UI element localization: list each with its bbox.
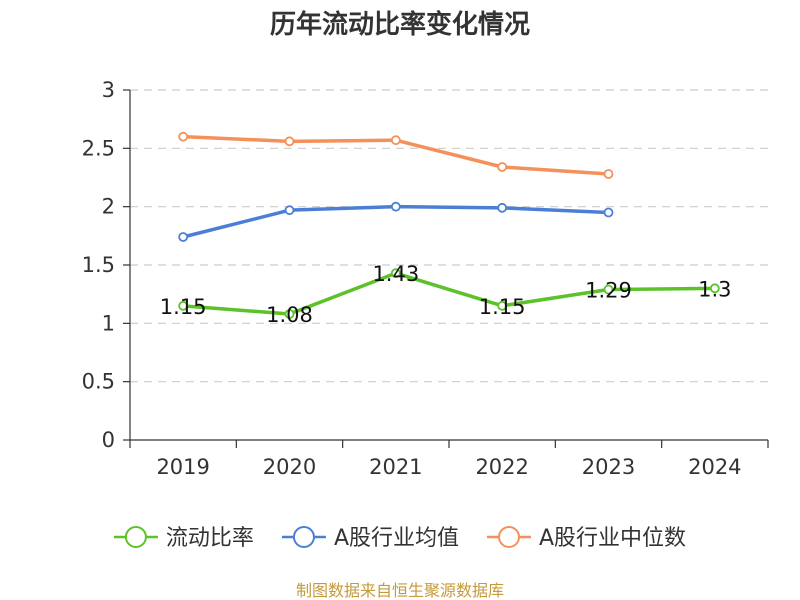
y-tick-label: 3: [102, 78, 115, 102]
y-tick-label: 0.5: [82, 370, 115, 394]
data-point[interactable]: [603, 207, 614, 218]
data-point[interactable]: [284, 309, 295, 319]
legend-circle-icon: [292, 526, 315, 548]
series: [178, 131, 720, 319]
axes: 0 0.5 1 1.5 2 2.5 3 2019 2020 2021 2022 2023 2024: [82, 78, 769, 479]
data-point[interactable]: [603, 284, 614, 295]
y-tick-label: 0: [102, 428, 115, 452]
data-point[interactable]: [497, 300, 508, 311]
data-label: 1.08: [266, 303, 313, 327]
data-point[interactable]: [178, 131, 189, 142]
legend[interactable]: 流动比率 A股行业均值 A股行业中位数: [113, 526, 686, 551]
series-line: [183, 271, 715, 316]
gridlines: [130, 89, 768, 383]
legend-item-2[interactable]: A股行业中位数: [487, 526, 686, 551]
y-tick-label: 2: [102, 195, 115, 219]
data-point[interactable]: [178, 300, 189, 311]
x-tick-label: 2022: [475, 455, 528, 479]
series-0: [178, 268, 720, 319]
data-labels: 1.15 1.08 1.43 1.15 1.29 1.3: [160, 262, 732, 327]
data-point[interactable]: [709, 283, 720, 294]
data-label: 1.43: [372, 262, 419, 286]
source-note: 制图数据来自恒生聚源数据库: [296, 581, 504, 600]
legend-item-1[interactable]: A股行业均值: [281, 526, 459, 551]
x-tick-label: 2020: [263, 455, 316, 479]
x-tick-label: 2024: [688, 455, 741, 479]
data-point[interactable]: [390, 268, 401, 279]
data-point[interactable]: [284, 205, 295, 216]
data-point[interactable]: [497, 202, 508, 213]
x-tick-label: 2023: [582, 455, 635, 479]
series-1: [178, 201, 614, 242]
data-label: 1.15: [160, 295, 207, 319]
chart-title: 历年流动比率变化情况: [270, 9, 530, 40]
data-point[interactable]: [497, 162, 508, 172]
legend-circle-icon: [498, 526, 521, 548]
data-label: 1.3: [698, 277, 731, 301]
data-point[interactable]: [178, 232, 189, 242]
y-tick-label: 1.5: [82, 253, 115, 277]
data-point[interactable]: [284, 136, 295, 147]
x-tick-label: 2019: [156, 455, 209, 479]
y-tick-label: 1: [102, 311, 115, 335]
legend-label: 流动比率: [166, 526, 254, 551]
data-label: 1.29: [585, 279, 632, 303]
data-point[interactable]: [603, 169, 614, 179]
data-point[interactable]: [390, 201, 401, 212]
y-tick-label: 2.5: [82, 136, 115, 160]
data-point[interactable]: [390, 135, 401, 146]
legend-item-0[interactable]: 流动比率: [113, 526, 254, 551]
legend-circle-icon: [124, 526, 147, 548]
x-tick-label: 2021: [369, 455, 422, 479]
data-label: 1.15: [479, 295, 526, 319]
series-2: [178, 131, 614, 179]
legend-label: A股行业均值: [334, 526, 459, 551]
legend-label: A股行业中位数: [539, 526, 686, 551]
